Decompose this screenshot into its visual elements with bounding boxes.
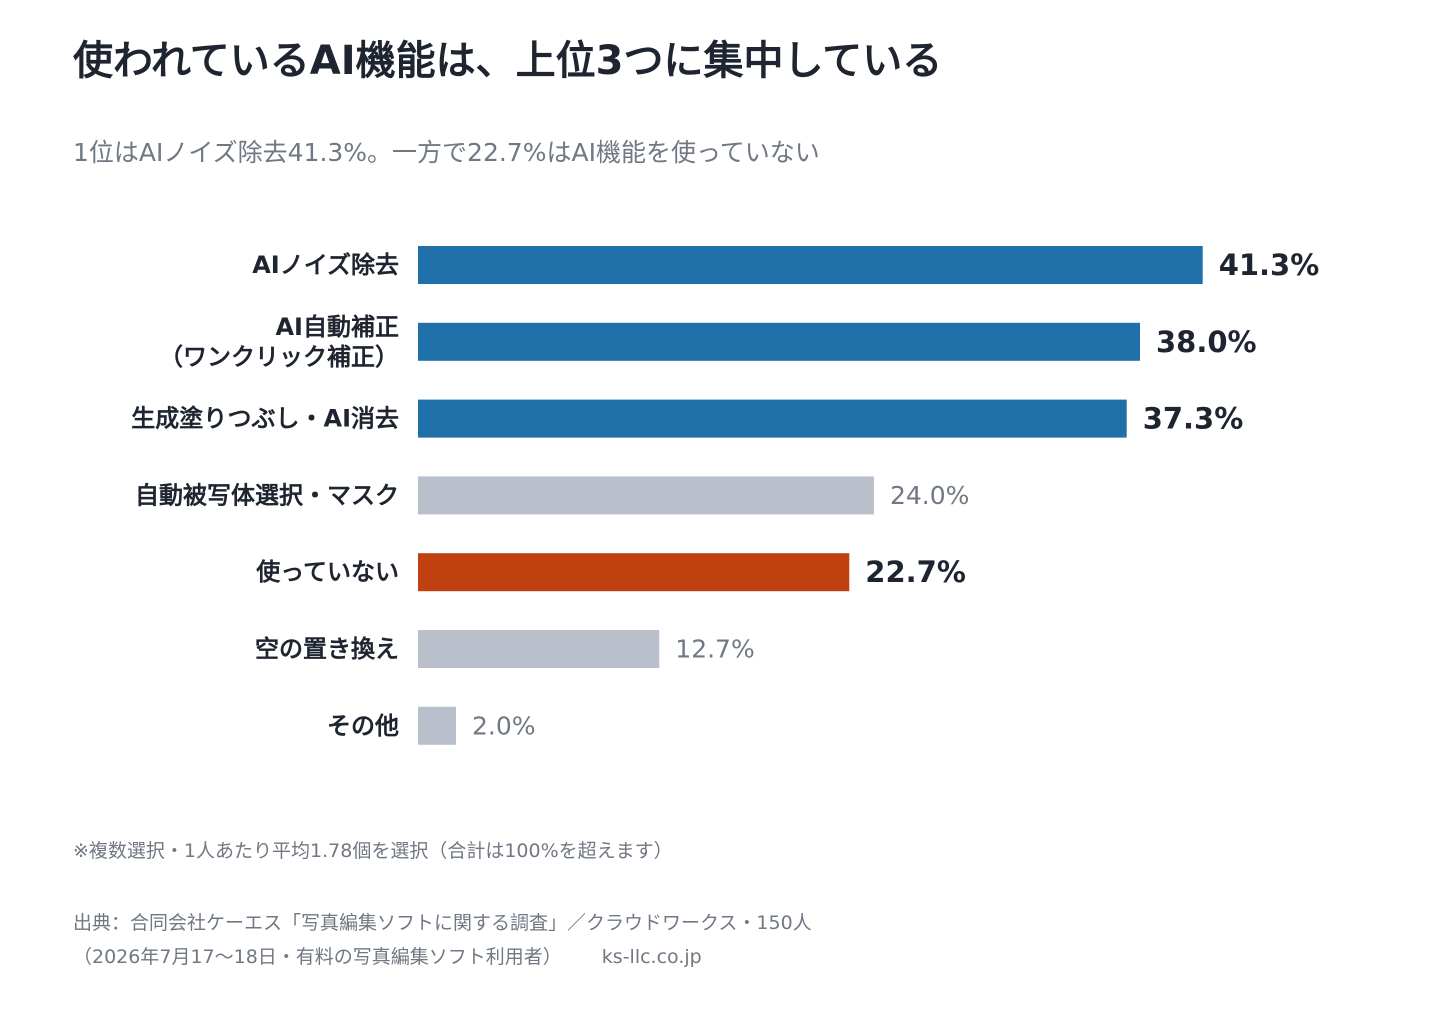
source-citation: 出典：合同会社ケーエス「写真編集ソフトに関する調査」／クラウドワークス・150人…	[73, 906, 812, 974]
category-label-3: 自動被写体選択・マスク	[135, 481, 399, 509]
category-label-line: その他	[327, 712, 399, 740]
value-label-5: 12.7%	[675, 635, 754, 664]
category-label-1: AI自動補正（ワンクリック補正）	[159, 313, 399, 371]
page-title: 使われているAI機能は、上位3つに集中している	[73, 38, 943, 84]
category-label-line: 使っていない	[255, 558, 399, 586]
bar-1	[418, 322, 1140, 361]
source-url: ks-llc.co.jp	[601, 946, 702, 968]
category-label-line: 空の置き換え	[255, 635, 399, 663]
source-line-1: 出典：合同会社ケーエス「写真編集ソフトに関する調査」／クラウドワークス・150人	[73, 912, 812, 934]
category-label-5: 空の置き換え	[255, 635, 399, 663]
category-label-line: AI自動補正	[275, 313, 399, 341]
category-label-6: その他	[327, 712, 399, 740]
category-label-line: 生成塗りつぶし・AI消去	[131, 405, 399, 433]
source-line-2: （2026年7月17〜18日・有料の写真編集ソフト利用者） ks-llc.co.j…	[73, 940, 812, 974]
category-label-line: （ワンクリック補正）	[159, 343, 399, 371]
category-label-line: AIノイズ除去	[252, 251, 399, 279]
footnote: ※複数選択・1人あたり平均1.78個を選択（合計は100%を超えます）	[73, 840, 673, 862]
bar-5	[418, 630, 660, 668]
value-label-1: 38.0%	[1156, 325, 1257, 359]
category-label-line: 自動被写体選択・マスク	[135, 481, 399, 509]
source-period: （2026年7月17〜18日・有料の写真編集ソフト利用者）	[73, 946, 562, 968]
value-label-6: 2.0%	[472, 711, 536, 740]
bar-4	[418, 553, 850, 592]
bar-2	[418, 399, 1127, 438]
bar-3	[418, 476, 874, 515]
value-label-0: 41.3%	[1219, 248, 1320, 282]
page-subtitle: 1位はAIノイズ除去41.3%。一方で22.7%はAI機能を使っていない	[73, 138, 820, 167]
bar-6	[418, 706, 456, 745]
category-label-0: AIノイズ除去	[252, 251, 399, 279]
category-label-2: 生成塗りつぶし・AI消去	[131, 405, 399, 433]
value-label-4: 22.7%	[865, 555, 966, 589]
value-label-2: 37.3%	[1143, 402, 1244, 436]
value-label-3: 24.0%	[890, 481, 969, 510]
category-label-4: 使っていない	[255, 558, 399, 586]
bar-0	[418, 246, 1203, 284]
bar-chart: AIノイズ除去 41.3% AI自動補正（ワンクリック補正） 38.0% 生成塗りつぶし…	[131, 246, 1320, 745]
